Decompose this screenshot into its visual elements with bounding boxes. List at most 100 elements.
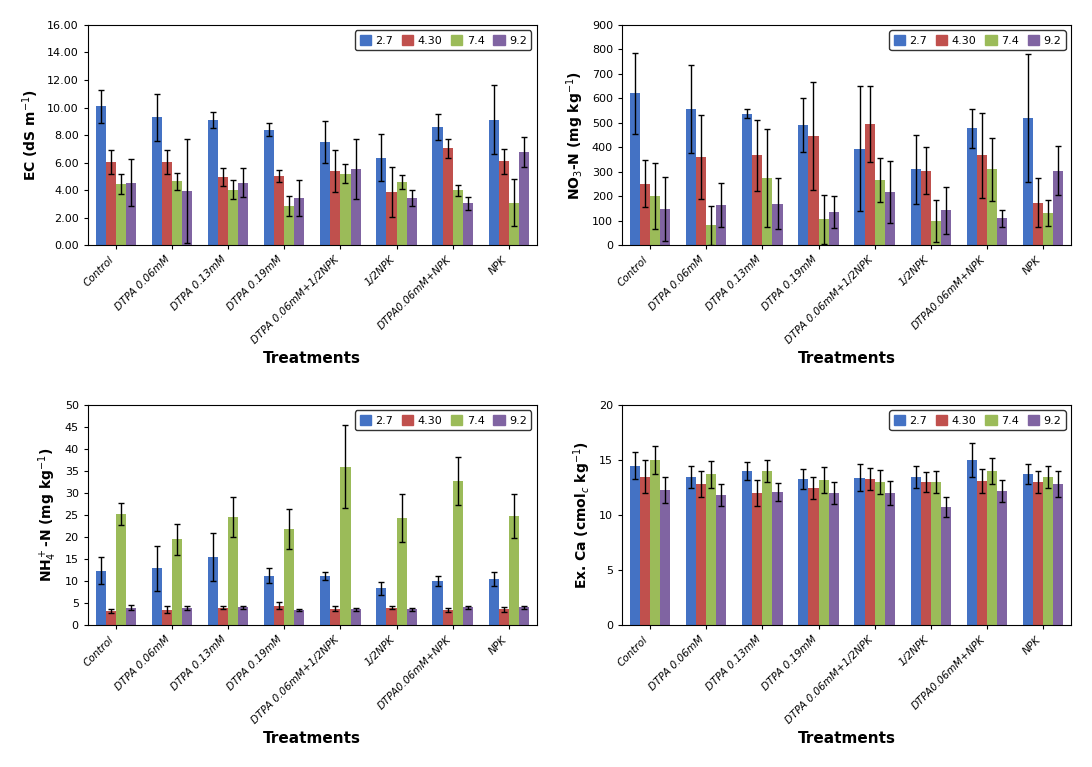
Bar — [387, 607, 396, 625]
Bar — [1043, 213, 1053, 245]
Bar — [930, 221, 941, 245]
Bar — [762, 178, 772, 245]
Bar — [320, 142, 330, 245]
Bar — [396, 518, 406, 625]
Bar — [351, 169, 360, 245]
Bar — [116, 184, 126, 245]
Bar — [977, 156, 987, 245]
Bar — [650, 460, 661, 625]
Y-axis label: Ex. Ca (cmol$_c$ kg$^{-1}$): Ex. Ca (cmol$_c$ kg$^{-1}$) — [572, 441, 593, 589]
Bar — [396, 182, 406, 245]
Bar — [798, 479, 808, 625]
Legend: 2.7, 4.30, 7.4, 9.2: 2.7, 4.30, 7.4, 9.2 — [355, 31, 532, 50]
X-axis label: Treatments: Treatments — [263, 731, 361, 746]
Bar — [661, 490, 670, 625]
Bar — [885, 493, 894, 625]
Bar — [829, 493, 839, 625]
Bar — [284, 206, 295, 245]
X-axis label: Treatments: Treatments — [797, 731, 895, 746]
Bar — [152, 117, 162, 245]
Bar — [854, 149, 865, 245]
X-axis label: Treatments: Treatments — [263, 351, 361, 366]
Bar — [966, 128, 977, 245]
Bar — [330, 608, 341, 625]
Bar — [274, 176, 284, 245]
Bar — [284, 529, 295, 625]
Bar — [207, 557, 218, 625]
Bar — [488, 579, 499, 625]
X-axis label: Treatments: Treatments — [797, 351, 895, 366]
Bar — [819, 219, 829, 245]
Bar — [295, 198, 305, 245]
Bar — [696, 157, 707, 245]
Bar — [238, 607, 248, 625]
Bar — [941, 508, 951, 625]
Bar — [341, 466, 351, 625]
Bar — [875, 179, 885, 245]
Bar — [171, 539, 182, 625]
Bar — [640, 476, 650, 625]
Bar — [707, 225, 716, 245]
Bar — [274, 605, 284, 625]
Legend: 2.7, 4.30, 7.4, 9.2: 2.7, 4.30, 7.4, 9.2 — [890, 31, 1066, 50]
Bar — [987, 170, 997, 245]
Bar — [442, 610, 453, 625]
Bar — [264, 575, 274, 625]
Bar — [808, 488, 819, 625]
Bar — [1033, 203, 1043, 245]
Bar — [1053, 484, 1064, 625]
Bar — [686, 110, 696, 245]
Bar — [182, 191, 192, 245]
Bar — [930, 482, 941, 625]
Y-axis label: NH$_4^+$-N (mg kg$^{-1}$): NH$_4^+$-N (mg kg$^{-1}$) — [36, 448, 59, 582]
Bar — [743, 114, 752, 245]
Legend: 2.7, 4.30, 7.4, 9.2: 2.7, 4.30, 7.4, 9.2 — [890, 410, 1066, 430]
Bar — [819, 480, 829, 625]
Bar — [228, 189, 238, 245]
Bar — [432, 581, 442, 625]
Bar — [762, 471, 772, 625]
Bar — [207, 120, 218, 245]
Bar — [911, 170, 921, 245]
Bar — [377, 588, 387, 625]
Bar — [865, 479, 875, 625]
Bar — [1023, 118, 1033, 245]
Bar — [630, 466, 640, 625]
Bar — [987, 471, 997, 625]
Bar — [509, 202, 519, 245]
Bar — [854, 478, 865, 625]
Bar — [716, 495, 726, 625]
Bar — [96, 106, 106, 245]
Bar — [519, 153, 529, 245]
Bar — [238, 183, 248, 245]
Bar — [126, 607, 136, 625]
Bar — [264, 130, 274, 245]
Bar — [406, 198, 417, 245]
Bar — [442, 148, 453, 245]
Bar — [865, 123, 875, 245]
Y-axis label: NO$_3$-N (mg kg$^{-1}$): NO$_3$-N (mg kg$^{-1}$) — [565, 71, 586, 199]
Bar — [941, 210, 951, 245]
Bar — [716, 206, 726, 245]
Bar — [885, 192, 894, 245]
Bar — [330, 171, 341, 245]
Bar — [798, 125, 808, 245]
Bar — [650, 196, 661, 245]
Bar — [499, 610, 509, 625]
Bar — [116, 514, 126, 625]
Bar — [696, 484, 707, 625]
Bar — [351, 610, 360, 625]
Bar — [911, 476, 921, 625]
Legend: 2.7, 4.30, 7.4, 9.2: 2.7, 4.30, 7.4, 9.2 — [355, 410, 532, 430]
Bar — [997, 219, 1007, 245]
Bar — [341, 173, 351, 245]
Bar — [171, 181, 182, 245]
Bar — [218, 177, 228, 245]
Bar — [1043, 476, 1053, 625]
Bar — [106, 162, 116, 245]
Bar — [182, 607, 192, 625]
Bar — [921, 170, 930, 245]
Bar — [228, 517, 238, 625]
Y-axis label: EC (dS m$^{-1}$): EC (dS m$^{-1}$) — [21, 89, 41, 181]
Bar — [453, 190, 463, 245]
